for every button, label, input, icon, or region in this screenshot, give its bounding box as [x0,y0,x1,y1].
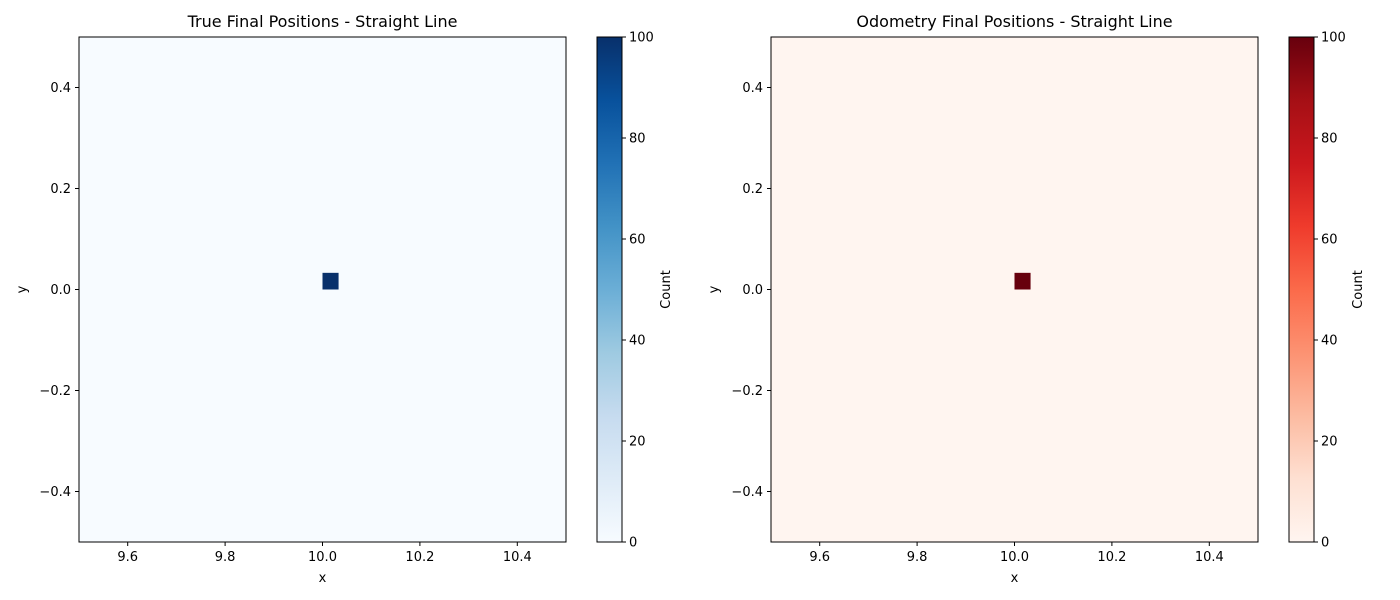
left-xtick-label: 9.8 [215,550,236,565]
right-chart-title: Odometry Final Positions - Straight Line [856,12,1172,31]
right-xtick-label: 10.4 [1195,550,1224,565]
right-ytick-label: −0.2 [731,384,763,399]
right-colorbar-label: Count [1351,270,1366,309]
left-xtick-label: 10.2 [405,550,434,565]
left-colorbar-label: Count [659,270,674,309]
right-colorbar-tick-label: 0 [1321,536,1329,551]
left-panel: 9.6 9.8 10.0 10.2 10.4 0.4 0.2 0.0 −0.2 −0.4 x y Tru… [15,12,674,586]
left-ytick-label: −0.4 [39,485,71,500]
right-colorbar [1288,36,1315,543]
right-xtick-label: 10.2 [1097,550,1126,565]
left-xtick-label: 9.6 [117,550,138,565]
left-ytick-label: 0.4 [50,81,71,96]
right-colorbar-tick-label: 40 [1321,334,1338,349]
right-ytick-label: 0.0 [742,283,763,298]
left-x-axis-label: x [319,571,327,586]
left-ytick-label: −0.2 [39,384,71,399]
left-ytick-label: 0.0 [50,283,71,298]
left-y-axis-label: y [15,285,30,293]
right-xtick-label: 10.0 [1000,550,1029,565]
right-y-axis-label: y [707,285,722,293]
right-colorbar-tick-label: 100 [1321,31,1346,46]
left-colorbar-tick-label: 80 [629,132,646,147]
left-ytick-label: 0.2 [50,182,71,197]
right-colorbar-tick-label: 20 [1321,435,1338,450]
left-colorbar-tick-label: 20 [629,435,646,450]
left-xtick-label: 10.4 [503,550,532,565]
left-chart-title: True Final Positions - Straight Line [187,12,458,31]
right-colorbar-tick-label: 80 [1321,132,1338,147]
right-ytick-label: 0.2 [742,182,763,197]
right-xtick-label: 9.8 [907,550,928,565]
right-panel: 9.6 9.8 10.0 10.2 10.4 0.4 0.2 0.0 −0.2 −0.4 x y Odo… [707,12,1366,586]
right-ytick-label: 0.4 [742,81,763,96]
right-xtick-label: 9.6 [809,550,830,565]
left-heatmap-cell-0 [322,272,339,290]
left-colorbar [596,36,623,543]
left-colorbar-tick-label: 100 [629,31,654,46]
right-colorbar-tick-label: 60 [1321,233,1338,248]
left-colorbar-tick-label: 40 [629,334,646,349]
left-colorbar-tick-label: 0 [629,536,637,551]
right-x-axis-label: x [1011,571,1019,586]
right-ytick-label: −0.4 [731,485,763,500]
right-heatmap-cell-0 [1014,272,1031,290]
left-xtick-label: 10.0 [308,550,337,565]
left-colorbar-tick-label: 60 [629,233,646,248]
